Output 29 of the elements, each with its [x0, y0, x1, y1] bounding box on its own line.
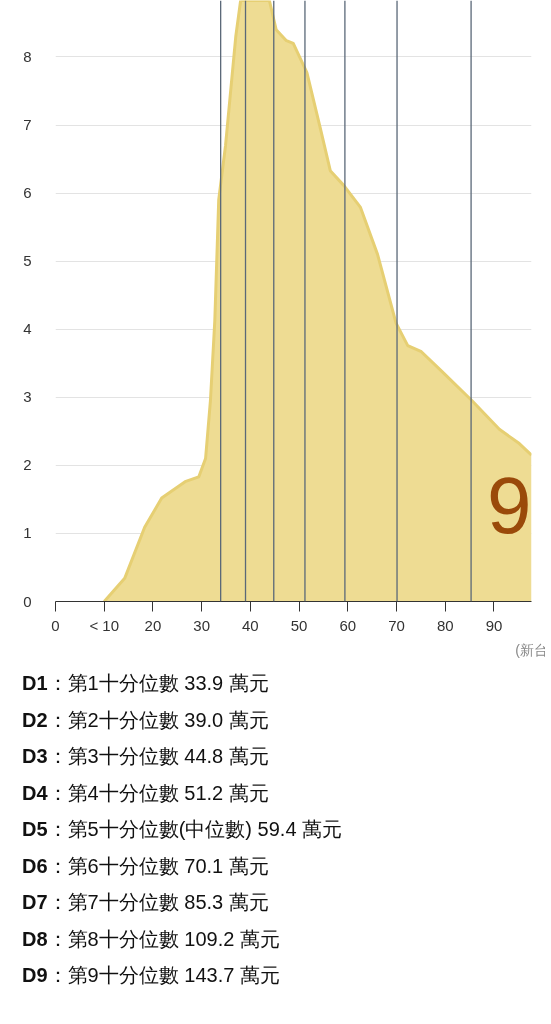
text: D7：第7十分位數 85.3 萬元	[22, 890, 270, 915]
text: D2：第2十分位數 39.0 萬元	[22, 707, 270, 733]
y-tick-label: 3	[23, 388, 32, 406]
x-tick-label: 70	[388, 616, 405, 634]
text: D9：第9十分位數 143.7 萬元	[22, 963, 281, 988]
x-tick-label: 20	[144, 616, 162, 634]
x-tick-label: 30	[193, 616, 211, 634]
x-tick-label: 0	[51, 616, 60, 634]
x-tick-label: 80	[436, 616, 454, 634]
text: D1：第1十分位數 33.9 萬元	[22, 671, 270, 696]
x-tick-label: 40	[242, 616, 259, 634]
x-tick-label: < 10	[89, 616, 120, 634]
x-tick-label: 50	[290, 616, 308, 634]
text: D6：第6十分位數 70.1 萬元	[22, 853, 270, 879]
y-tick-label: 6	[23, 184, 32, 202]
y-tick-label: 4	[23, 320, 32, 338]
y-tick-label: 1	[23, 524, 32, 542]
annotation: 9	[487, 460, 532, 550]
y-tick-label: 8	[23, 47, 32, 65]
y-tick-label: 0	[23, 592, 32, 610]
text: D4：第4十分位數 51.2 萬元	[22, 780, 270, 806]
text: D8：第8十分位數 109.2 萬元	[22, 926, 281, 952]
y-tick-label: 2	[23, 456, 32, 474]
y-tick-label: 5	[23, 252, 32, 270]
text: D3：第3十分位數 44.8 萬元	[22, 744, 270, 769]
y-tick-label: 7	[23, 116, 32, 134]
x-tick-label: 60	[339, 616, 357, 634]
x-tick-label: 90	[485, 616, 503, 634]
text: D5：第5十分位數(中位數) 59.4 萬元	[22, 817, 343, 842]
